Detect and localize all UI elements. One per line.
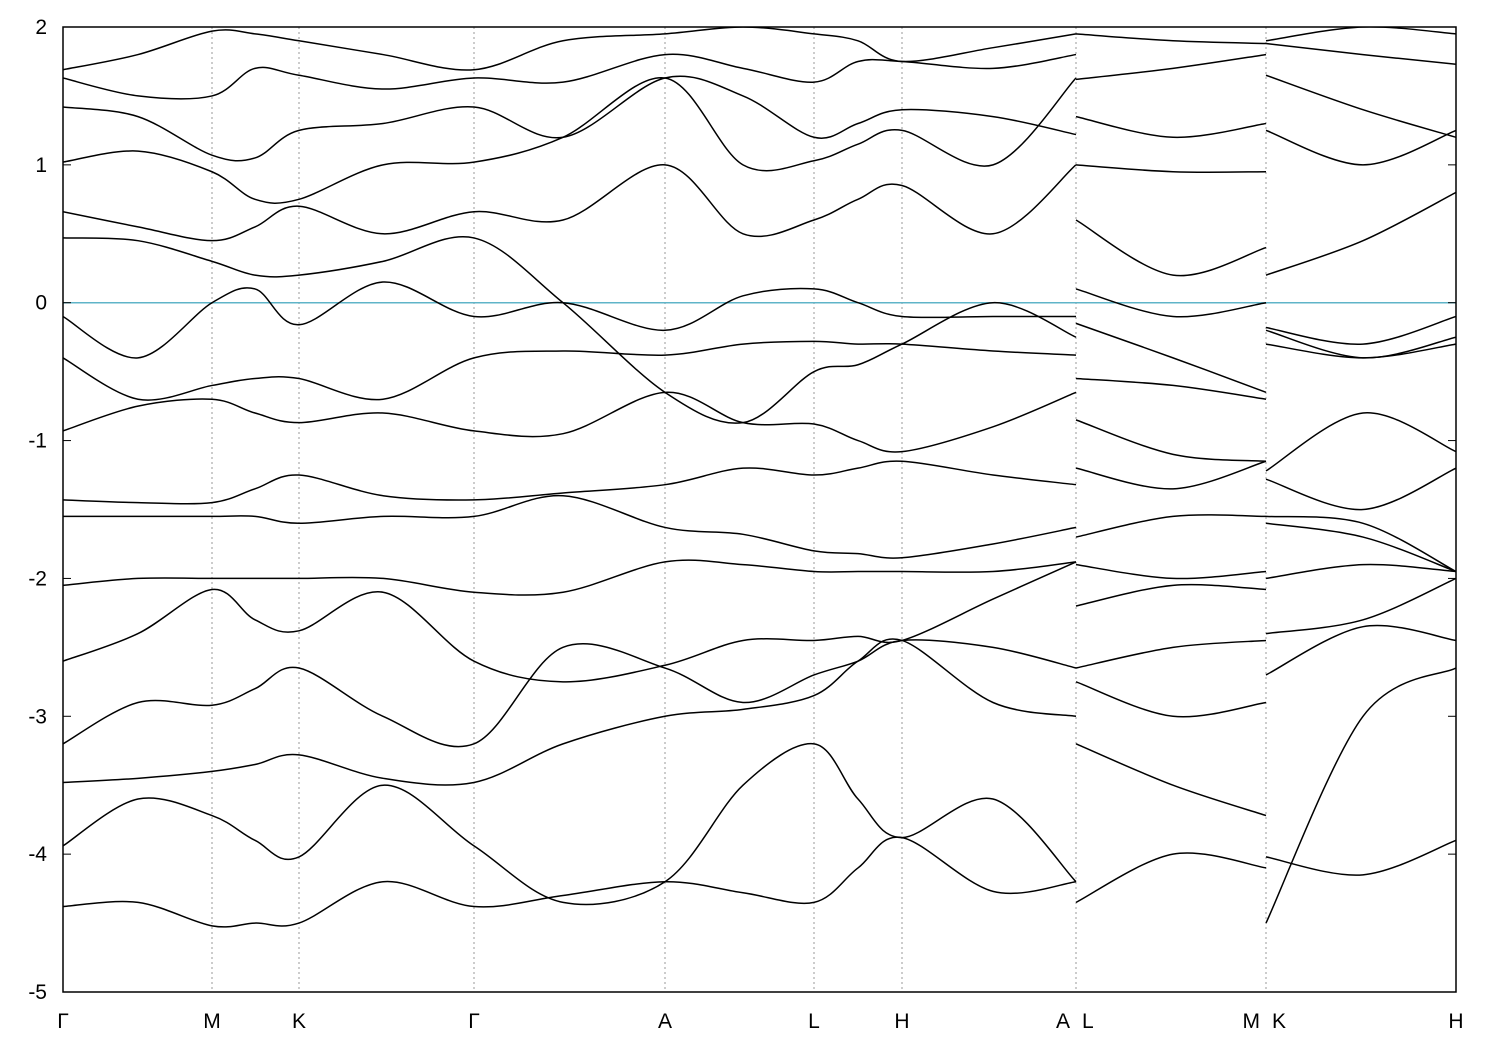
y-tick-label: -5 [28,981,47,1004]
band-line [63,281,1456,359]
band-line [63,77,1456,204]
band-line [63,27,1456,71]
x-tick-label: M [203,1010,221,1033]
x-tick-label: Γ [57,1010,69,1033]
x-tick-label: K [1272,1010,1286,1033]
band-line [63,577,1456,748]
x-tick-label: A [1056,1010,1070,1033]
band-line [63,74,1456,162]
band-line [63,42,1456,100]
plot-area [63,27,1456,928]
band-line [63,494,1456,573]
band-line [63,391,1456,472]
x-tick-label: A [658,1010,672,1033]
x-tick-label: L [808,1010,820,1033]
y-tick-label: -4 [28,843,47,866]
band-line [63,667,1456,924]
band-line [63,460,1456,511]
y-tick-label: 1 [35,154,47,177]
x-tick-label: Γ [468,1010,480,1033]
x-tick-label: H [1448,1010,1463,1033]
band-line [63,340,1456,401]
band-line [63,624,1456,786]
y-tick-label: -1 [28,430,47,453]
band-line [63,836,1456,928]
band-line [63,164,1456,277]
y-tick-label: 0 [35,292,47,315]
y-tick-label: -2 [28,567,47,590]
x-tick-label: M [1243,1010,1261,1033]
x-tick-label: H [894,1010,909,1033]
x-tick-label: L [1082,1010,1094,1033]
y-tick-label: 2 [35,16,47,39]
x-tick-label: K [292,1010,306,1033]
y-tick-label: -3 [28,705,47,728]
band-line [63,236,1456,424]
plot-frame [62,26,1457,993]
band-line [63,561,1456,683]
band-line [63,522,1456,596]
